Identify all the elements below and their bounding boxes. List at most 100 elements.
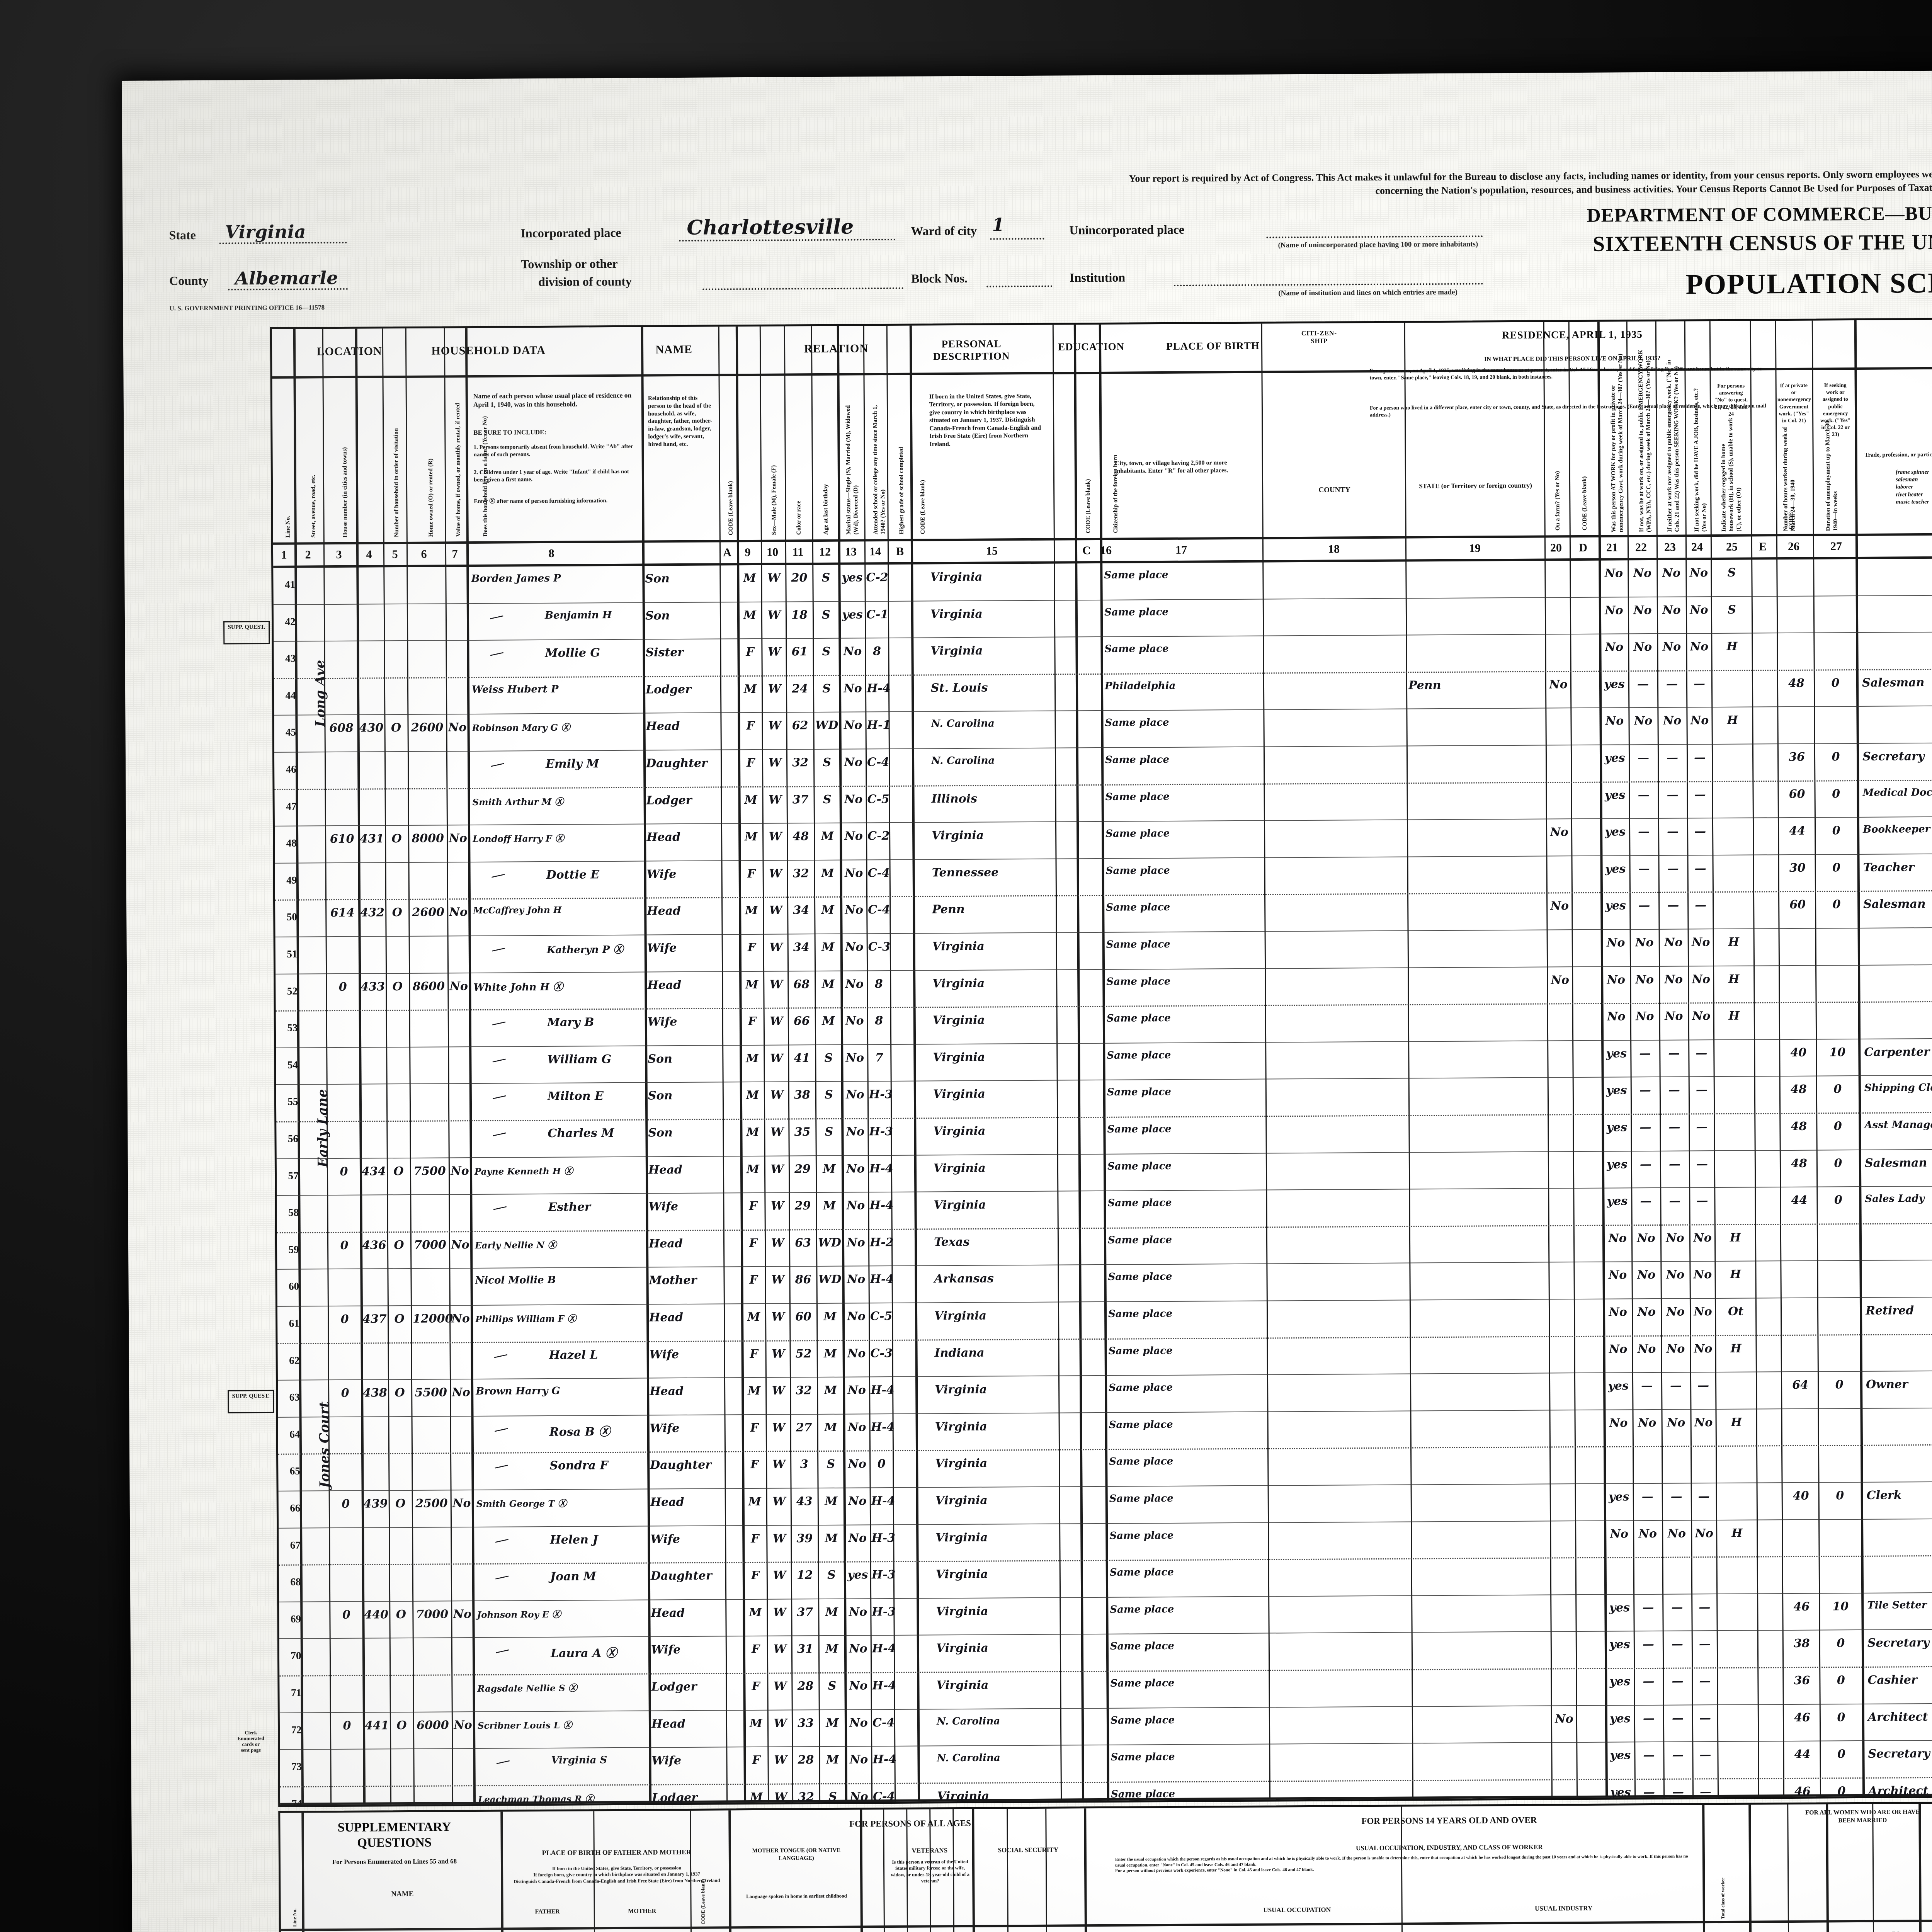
cell-age[interactable]: 32 bbox=[792, 756, 809, 770]
cell-farm35[interactable]: No bbox=[1551, 973, 1570, 987]
cell-rel[interactable]: Head bbox=[647, 904, 681, 918]
cell-c24[interactable]: No bbox=[1693, 1268, 1712, 1282]
street-name-3[interactable]: Jones Court bbox=[316, 1401, 333, 1488]
cell-farm35[interactable]: No bbox=[1550, 825, 1568, 839]
cell-c22[interactable]: — bbox=[1637, 751, 1650, 765]
cell-c24[interactable]: — bbox=[1697, 1379, 1709, 1393]
cell-hrs[interactable]: 48 bbox=[1791, 1119, 1807, 1133]
cell-age[interactable]: 18 bbox=[791, 608, 808, 622]
cell-c22[interactable]: No bbox=[1637, 1342, 1656, 1356]
cell-sch[interactable]: No bbox=[845, 1014, 864, 1028]
cell-hrs[interactable]: 46 bbox=[1793, 1600, 1810, 1614]
cell-sch[interactable]: No bbox=[846, 1162, 865, 1176]
cell-name[interactable]: Phillips William F Ⓧ bbox=[475, 1313, 577, 1325]
cell-c21[interactable]: No bbox=[1606, 936, 1625, 950]
cell-hrs[interactable]: 44 bbox=[1789, 824, 1806, 838]
cell-c23[interactable]: — bbox=[1672, 1711, 1684, 1725]
cell-c25[interactable]: H bbox=[1730, 1342, 1742, 1355]
cell-c21[interactable]: No bbox=[1605, 640, 1624, 654]
cell-c24[interactable]: — bbox=[1696, 1120, 1708, 1134]
cell-ms[interactable]: WD bbox=[815, 719, 838, 733]
cell-res[interactable]: Same place bbox=[1104, 643, 1169, 655]
cell-age[interactable]: 3 bbox=[800, 1458, 808, 1471]
cell-c21[interactable]: yes bbox=[1604, 751, 1625, 765]
cell-grade[interactable]: H-4 bbox=[871, 1494, 895, 1508]
cell-c23[interactable]: — bbox=[1668, 1157, 1681, 1171]
cell-c21[interactable]: yes bbox=[1605, 825, 1626, 839]
cell-hh[interactable]: 432 bbox=[360, 906, 384, 920]
cell-c23[interactable]: No bbox=[1664, 973, 1683, 986]
cell-res[interactable]: Same place bbox=[1105, 791, 1170, 803]
cell-c22[interactable]: No bbox=[1637, 1268, 1656, 1282]
cell-sch[interactable]: No bbox=[846, 1088, 864, 1102]
cell-own[interactable]: O bbox=[395, 1386, 405, 1400]
cell-ms[interactable]: M bbox=[821, 829, 834, 844]
street-name-2[interactable]: Early Lane bbox=[315, 1089, 331, 1168]
cell-val[interactable]: 12000 bbox=[413, 1312, 453, 1326]
cell-farm35[interactable]: No bbox=[1549, 677, 1568, 692]
cell-c21[interactable]: No bbox=[1609, 1305, 1627, 1319]
cell-val[interactable]: 7500 bbox=[413, 1164, 446, 1178]
cell-grade[interactable]: C-4 bbox=[872, 1716, 895, 1730]
cell-occ[interactable]: Secretary bbox=[1862, 750, 1925, 764]
cell-dur[interactable]: 0 bbox=[1832, 898, 1841, 912]
cell-c22[interactable]: No bbox=[1634, 714, 1653, 728]
cell-house[interactable]: 0 bbox=[340, 1312, 349, 1326]
cell-age[interactable]: 37 bbox=[792, 793, 809, 806]
cell-sch[interactable]: No bbox=[849, 1753, 868, 1767]
cell-ms[interactable]: M bbox=[826, 1753, 839, 1767]
cell-farm[interactable]: No bbox=[451, 1164, 469, 1178]
cell-hrs[interactable]: 48 bbox=[1790, 1083, 1807, 1097]
cell-sex[interactable]: M bbox=[747, 1384, 761, 1398]
cell-ms[interactable]: M bbox=[824, 1420, 837, 1434]
cell-age[interactable]: 63 bbox=[795, 1236, 811, 1250]
cell-c24[interactable]: — bbox=[1693, 677, 1706, 691]
cell-rel[interactable]: Head bbox=[646, 719, 680, 733]
cell-c23[interactable]: — bbox=[1667, 898, 1679, 913]
cell-sex[interactable]: F bbox=[752, 1679, 760, 1694]
cell-occ[interactable]: Tile Setter bbox=[1867, 1599, 1927, 1611]
cell-race[interactable]: W bbox=[769, 903, 782, 918]
cell-hrs[interactable]: 40 bbox=[1790, 1046, 1807, 1060]
cell-sex[interactable]: M bbox=[746, 1125, 759, 1139]
cell-sex[interactable]: M bbox=[746, 1051, 759, 1065]
cell-sch[interactable]: No bbox=[847, 1383, 866, 1397]
cell-race[interactable]: W bbox=[769, 867, 782, 881]
cell-age[interactable]: 43 bbox=[796, 1495, 813, 1509]
cell-pob[interactable]: N. Carolina bbox=[937, 1752, 1000, 1764]
cell-c24[interactable]: No bbox=[1694, 1342, 1713, 1355]
cell-sch[interactable]: yes bbox=[842, 607, 863, 622]
cell-sch[interactable]: No bbox=[848, 1457, 867, 1471]
cell-hrs[interactable]: 48 bbox=[1788, 676, 1804, 690]
cell-name[interactable]: Smith George T Ⓧ bbox=[476, 1498, 567, 1509]
cell-sch[interactable]: No bbox=[844, 755, 862, 769]
cell-sex[interactable]: M bbox=[750, 1790, 763, 1804]
cell-sex[interactable]: F bbox=[751, 1569, 760, 1583]
cell-dur[interactable]: 0 bbox=[1831, 676, 1840, 690]
cell-c21[interactable]: yes bbox=[1610, 1786, 1631, 1799]
cell-dur[interactable]: 0 bbox=[1837, 1636, 1845, 1650]
cell-name[interactable]: Nicol Mollie B bbox=[475, 1274, 556, 1287]
cell-race[interactable]: W bbox=[767, 608, 781, 622]
cell-own[interactable]: O bbox=[392, 906, 402, 920]
cell-c22[interactable]: No bbox=[1633, 640, 1652, 654]
cell-c21[interactable]: No bbox=[1605, 714, 1624, 728]
cell-occ[interactable]: Bookkeeper bbox=[1863, 823, 1930, 836]
cell-rel[interactable]: Daughter bbox=[650, 1569, 712, 1583]
cell-pob[interactable]: Virginia bbox=[930, 570, 983, 584]
cell-res[interactable]: Same place bbox=[1106, 1012, 1171, 1025]
cell-pob[interactable]: Virginia bbox=[937, 1789, 990, 1803]
cell-dur[interactable]: 10 bbox=[1832, 1599, 1849, 1614]
cell-race[interactable]: W bbox=[772, 1532, 786, 1546]
cell-occ[interactable]: Medical Doctor bbox=[1862, 786, 1932, 799]
cell-sch[interactable]: yes bbox=[847, 1568, 868, 1582]
cell-race[interactable]: W bbox=[768, 645, 781, 659]
cell-grade[interactable]: 8 bbox=[874, 977, 883, 991]
cell-occ[interactable]: Clerk bbox=[1866, 1488, 1902, 1502]
cell-grade[interactable]: H-3 bbox=[869, 1124, 893, 1139]
cell-hrs[interactable]: 60 bbox=[1789, 787, 1805, 801]
cell-name[interactable]: Early Nellie N Ⓧ bbox=[474, 1240, 557, 1251]
cell-c21[interactable]: yes bbox=[1606, 1047, 1627, 1061]
cell-sex[interactable]: F bbox=[746, 719, 755, 733]
cell-sex[interactable]: F bbox=[746, 645, 754, 659]
